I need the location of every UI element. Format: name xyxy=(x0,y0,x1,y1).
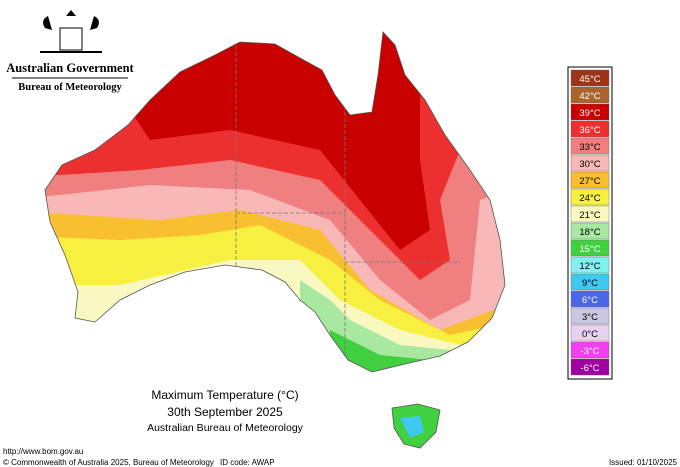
legend-swatch xyxy=(570,256,610,274)
caption-date: 30th September 2025 xyxy=(167,405,283,419)
tasmania-cool xyxy=(400,416,424,438)
legend-swatch xyxy=(570,239,610,257)
legend-label: 36°C xyxy=(579,125,600,136)
footer-url: http://www.bom.gov.au xyxy=(3,447,83,456)
legend-label: 6°C xyxy=(582,295,598,306)
legend-swatch xyxy=(570,137,610,155)
legend-label: -6°C xyxy=(580,363,599,374)
logo-line2: Bureau of Meteorology xyxy=(18,82,122,93)
legend-label: -3°C xyxy=(580,346,599,357)
legend-label: 27°C xyxy=(579,176,600,187)
legend-swatch xyxy=(570,103,610,121)
legend-label: 21°C xyxy=(579,210,600,221)
logo-line1: Australian Government xyxy=(6,61,134,75)
legend-label: 45°C xyxy=(579,74,600,85)
legend-swatch xyxy=(570,222,610,240)
legend-label: 15°C xyxy=(579,244,600,255)
legend-swatch xyxy=(570,120,610,138)
legend-swatch xyxy=(570,273,610,291)
legend: 45°C 42°C 39°C 36°C 33°C 30°C 27°C 24°C 21°C 18°C… xyxy=(570,69,610,376)
legend-swatch xyxy=(570,188,610,206)
legend-swatch xyxy=(570,86,610,104)
legend-label: 30°C xyxy=(579,159,600,170)
legend-label: 39°C xyxy=(579,108,600,119)
legend-label: 12°C xyxy=(579,261,600,272)
caption-title: Maximum Temperature (°C) xyxy=(151,388,298,402)
coastline xyxy=(44,31,506,373)
legend-swatch xyxy=(570,205,610,223)
legend-label: 3°C xyxy=(582,312,598,323)
legend-label: 18°C xyxy=(579,227,600,238)
legend-label: 9°C xyxy=(582,278,598,289)
legend-swatch xyxy=(570,341,610,359)
legend-swatch xyxy=(570,154,610,172)
legend-label: 33°C xyxy=(579,142,600,153)
legend-swatch xyxy=(570,290,610,308)
legend-swatch xyxy=(570,171,610,189)
legend-swatch xyxy=(570,324,610,342)
legend-label: 24°C xyxy=(579,193,600,204)
legend-swatch xyxy=(570,307,610,325)
coat-of-arms xyxy=(40,10,102,53)
footer-issued: Issued: 01/10/2025 xyxy=(609,458,678,467)
legend-swatch xyxy=(570,69,610,87)
legend-swatch xyxy=(570,358,610,376)
caption-source: Australian Bureau of Meteorology xyxy=(147,422,304,434)
footer-id: ID code: AWAP xyxy=(220,458,275,467)
legend-label: 0°C xyxy=(582,329,598,340)
footer-copyright: © Commonwealth of Australia 2025, Bureau… xyxy=(3,458,214,467)
legend-label: 42°C xyxy=(579,91,600,102)
